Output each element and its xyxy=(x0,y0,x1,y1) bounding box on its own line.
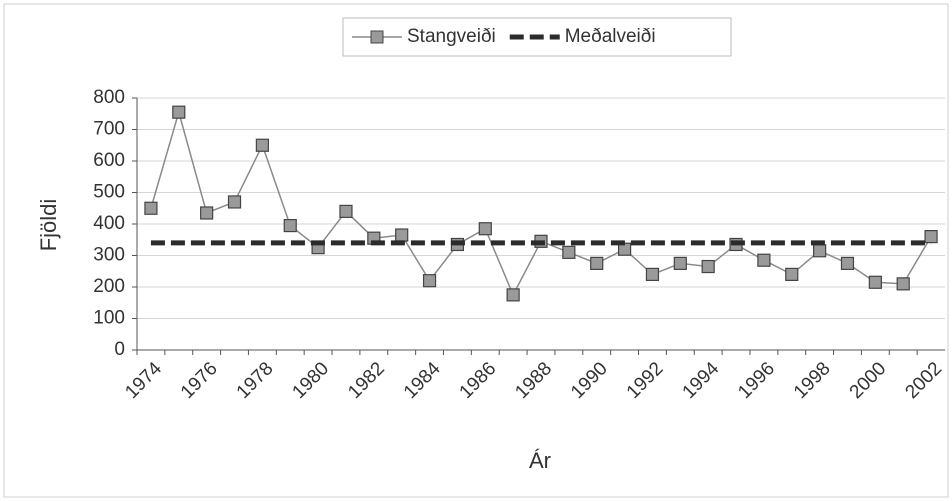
chart-border xyxy=(3,3,949,498)
point xyxy=(701,259,715,274)
point xyxy=(227,195,242,209)
point xyxy=(868,275,882,289)
point xyxy=(840,256,855,270)
y-tick-label: 300 xyxy=(93,245,125,266)
y-tick-label: 800 xyxy=(93,87,125,108)
point xyxy=(255,138,269,152)
y-tick-label: 0 xyxy=(114,339,125,360)
point xyxy=(506,288,520,302)
legend-label: Meðalveiði xyxy=(565,26,656,47)
y-axis-label: Fjöldi xyxy=(36,199,61,252)
point xyxy=(172,105,186,119)
y-tick-label: 200 xyxy=(93,276,125,297)
point xyxy=(200,206,214,220)
y-tick-label: 500 xyxy=(93,182,125,203)
point xyxy=(144,201,158,215)
point xyxy=(590,256,604,270)
y-tick-label: 400 xyxy=(93,213,125,234)
point xyxy=(339,204,353,218)
x-axis-label: Ár xyxy=(529,448,551,473)
y-tick-label: 600 xyxy=(93,150,125,171)
point xyxy=(562,245,576,259)
y-tick-label: 100 xyxy=(93,308,125,329)
point xyxy=(813,244,827,258)
point xyxy=(757,253,771,267)
y-tick-label: 700 xyxy=(93,119,125,140)
point xyxy=(283,218,297,233)
legend-label: Stangveiði xyxy=(407,26,496,47)
point xyxy=(478,222,492,236)
point xyxy=(422,274,437,288)
point xyxy=(673,256,687,270)
point xyxy=(645,267,660,281)
legend-marker xyxy=(370,30,384,44)
point xyxy=(896,277,910,291)
point xyxy=(785,267,799,281)
point xyxy=(395,228,409,242)
